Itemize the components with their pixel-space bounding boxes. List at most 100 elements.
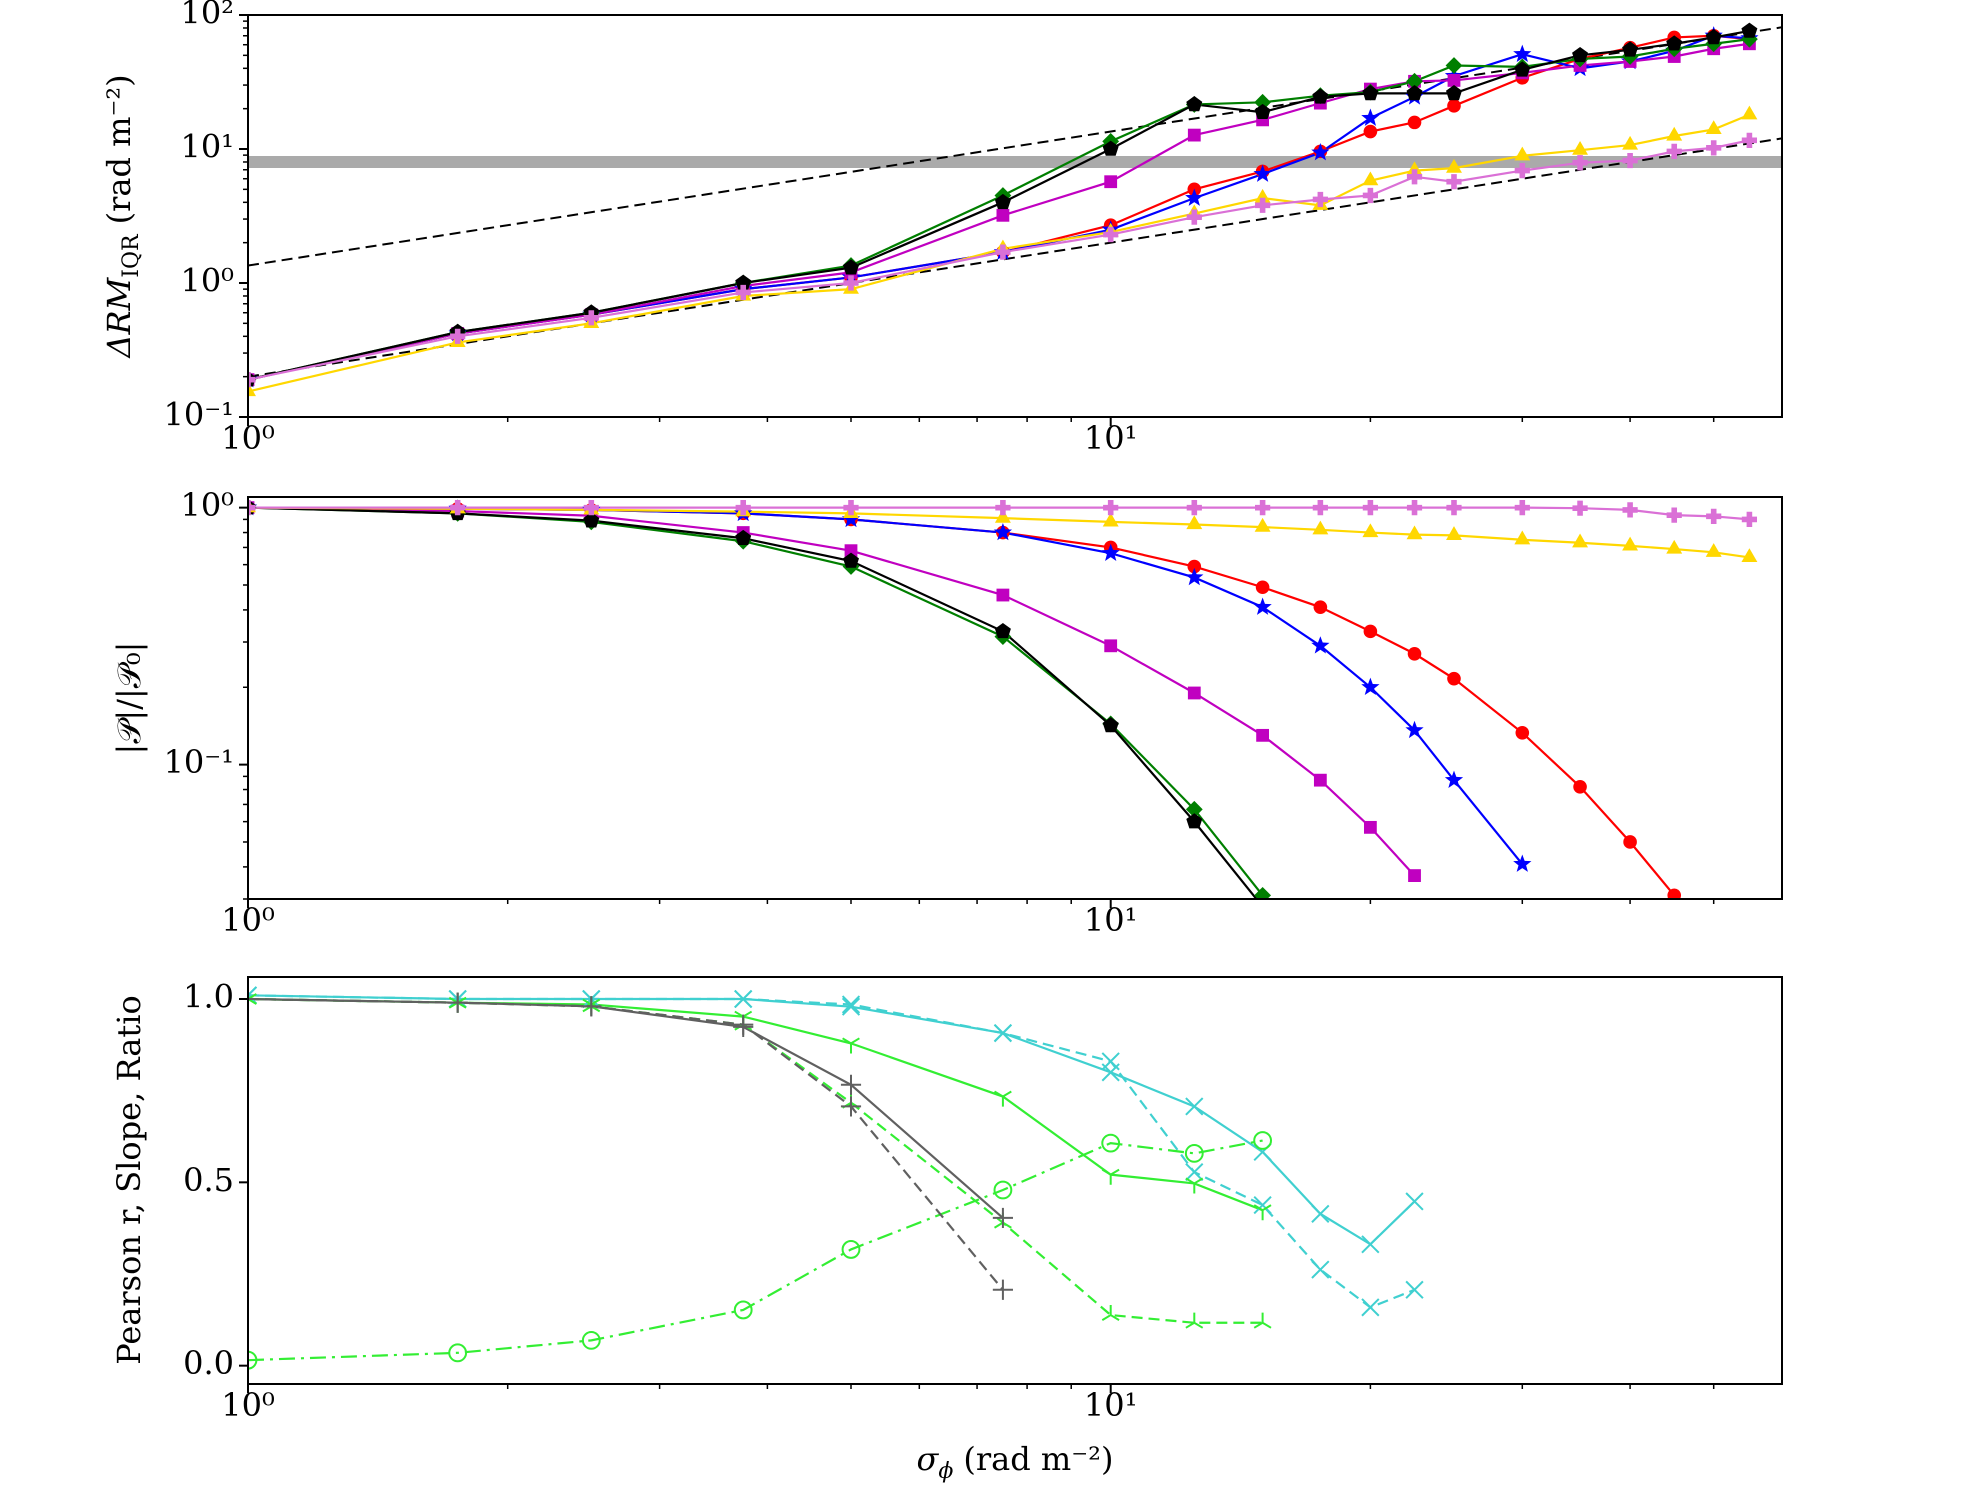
x-axis-label: σϕ (rad m⁻²) — [917, 1440, 1114, 1484]
marker — [1362, 523, 1379, 538]
marker — [1253, 597, 1272, 615]
marker — [1185, 188, 1204, 206]
marker — [996, 588, 1010, 602]
y-tick-label: 0.0 — [183, 1344, 234, 1382]
marker — [1254, 517, 1271, 532]
marker — [1407, 115, 1422, 130]
axes-frame — [247, 496, 1783, 900]
marker — [993, 1023, 1013, 1043]
marker — [1362, 171, 1379, 186]
axes-frame — [247, 14, 1783, 418]
x-tick-label: 10⁰ — [221, 901, 275, 939]
marker — [1361, 1235, 1380, 1254]
marker — [448, 1343, 468, 1363]
marker — [1102, 140, 1119, 156]
marker — [1446, 84, 1462, 101]
plot-area — [248, 498, 1758, 899]
marker — [993, 1090, 1012, 1107]
marker — [996, 208, 1010, 222]
marker — [1185, 800, 1203, 818]
y-label-unit: (rad m⁻²) — [100, 74, 138, 224]
marker — [733, 1300, 753, 1320]
marker — [1741, 22, 1758, 38]
series-line — [248, 506, 1676, 897]
marker — [1363, 124, 1378, 139]
marker — [1515, 725, 1530, 740]
marker — [1406, 525, 1423, 540]
marker — [992, 1207, 1013, 1228]
marker — [1623, 835, 1637, 849]
marker — [1253, 1312, 1272, 1329]
marker — [1101, 543, 1120, 561]
marker — [1446, 500, 1462, 516]
marker — [1186, 813, 1203, 829]
marker — [1741, 30, 1758, 48]
marker — [995, 244, 1011, 260]
marker — [1254, 886, 1272, 899]
marker — [581, 996, 602, 1017]
axes-frame — [247, 976, 1783, 1385]
marker — [1622, 536, 1639, 551]
marker — [1705, 543, 1722, 557]
marker — [1405, 720, 1424, 739]
marker — [843, 275, 859, 291]
marker — [1406, 84, 1423, 101]
marker — [1572, 155, 1588, 171]
marker — [1573, 779, 1587, 794]
marker — [992, 1279, 1013, 1300]
marker — [1406, 500, 1423, 516]
marker — [735, 274, 752, 290]
marker — [1666, 539, 1683, 554]
marker — [1102, 512, 1119, 527]
marker — [1445, 57, 1463, 74]
marker — [1254, 93, 1272, 111]
marker — [1187, 686, 1201, 700]
marker — [1361, 108, 1380, 126]
series-line — [248, 997, 1004, 1291]
x-tick-label: 10⁰ — [221, 419, 275, 457]
marker — [1101, 1168, 1120, 1185]
marker — [1666, 507, 1682, 523]
marker — [1666, 35, 1683, 51]
marker — [1185, 567, 1204, 586]
y-label-subscript: IQR — [119, 233, 144, 278]
marker — [1447, 99, 1461, 113]
marker — [1254, 103, 1271, 120]
y-tick-label: 10⁰ — [180, 262, 234, 300]
marker — [1572, 533, 1589, 548]
marker — [1572, 140, 1589, 155]
marker — [1311, 1204, 1330, 1223]
marker — [994, 508, 1011, 523]
marker — [1666, 143, 1682, 159]
marker — [248, 988, 259, 1010]
marker — [1261, 898, 1264, 899]
marker — [1254, 188, 1271, 203]
marker — [994, 193, 1011, 210]
marker — [734, 989, 753, 1009]
marker — [1667, 888, 1682, 899]
marker — [1361, 677, 1380, 696]
y-tick-label: 1.0 — [183, 978, 234, 1016]
plot-area — [248, 986, 1424, 1370]
marker — [1312, 191, 1328, 208]
series-line — [248, 1139, 1263, 1362]
y-axis-label: Pearson r, Slope, Ratio — [110, 995, 148, 1364]
marker — [1253, 164, 1272, 182]
marker — [1313, 773, 1327, 787]
marker — [841, 1240, 861, 1259]
marker — [1253, 1131, 1273, 1150]
marker — [1103, 500, 1119, 516]
x-label-unit: (rad m⁻²) — [963, 1440, 1113, 1478]
marker — [1572, 500, 1588, 516]
marker — [993, 522, 1013, 541]
series-line — [248, 994, 1416, 1246]
marker — [1408, 869, 1421, 882]
marker — [840, 1096, 862, 1117]
marker — [1312, 88, 1329, 104]
y-tick-label: 10¹ — [180, 128, 234, 166]
marker — [993, 1180, 1013, 1200]
marker — [1311, 143, 1330, 161]
marker — [1666, 126, 1683, 141]
series-line — [248, 997, 1004, 1219]
